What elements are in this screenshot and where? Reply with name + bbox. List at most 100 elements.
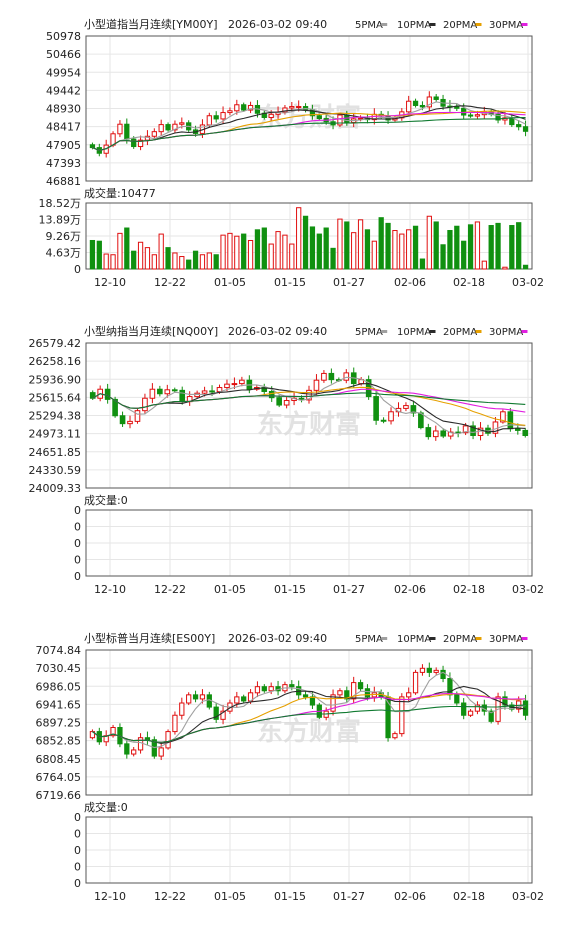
- candle-body: [507, 411, 514, 430]
- price-tick-label: 25294.38: [29, 410, 82, 423]
- candle-body: [144, 737, 151, 741]
- volume-tick-label: 4.63万: [46, 247, 82, 260]
- candle-body: [522, 126, 529, 132]
- ma5-line: [92, 376, 526, 435]
- legend-swatch: [381, 330, 388, 333]
- candle-body: [268, 113, 274, 119]
- volume-bar: [316, 233, 322, 270]
- candle-body: [268, 686, 274, 692]
- volume-bar: [110, 254, 116, 270]
- x-axis-label: 12-10: [94, 276, 126, 289]
- volume-bar: [289, 243, 295, 270]
- price-tick-label: 24973.11: [29, 428, 82, 441]
- volume-bar: [378, 217, 384, 270]
- volume-tick-label: 0: [74, 537, 81, 550]
- legend-label: 30PMA: [489, 20, 523, 31]
- candle-body: [179, 122, 185, 125]
- volume-bar: [509, 225, 515, 270]
- volume-bar: [516, 222, 522, 270]
- candle-body: [149, 388, 156, 399]
- candle-body: [254, 686, 261, 694]
- volume-bar: [357, 219, 364, 270]
- candle-body: [419, 104, 426, 108]
- volume-bar: [399, 233, 405, 270]
- watermark-text: 东方财富: [257, 716, 361, 747]
- candle-body: [137, 139, 144, 148]
- candle-body: [388, 411, 394, 422]
- legend-label: 5PMA: [355, 634, 383, 645]
- candle-body: [432, 430, 439, 438]
- candle-body: [440, 430, 447, 437]
- x-axis-label: 12-22: [154, 583, 186, 596]
- candle-body: [247, 104, 254, 111]
- candle-body: [474, 704, 481, 712]
- candle-body: [261, 686, 267, 692]
- volume-bar: [474, 221, 481, 270]
- candle-body: [119, 415, 126, 425]
- candle-body: [309, 696, 316, 706]
- chart-datetime: 2026-03-02 09:40: [228, 632, 327, 645]
- candle-body: [516, 124, 522, 128]
- volume-bar: [461, 240, 467, 270]
- legend-swatch: [429, 637, 436, 640]
- candle-body: [351, 682, 357, 700]
- price-tick-label: 24009.33: [29, 482, 82, 495]
- price-panel-frame: [85, 35, 533, 182]
- candle-body: [522, 700, 529, 716]
- candle-body: [426, 667, 432, 673]
- volume-tick-label: 13.89万: [39, 214, 82, 227]
- price-tick-label: 47905: [46, 139, 81, 152]
- candle-body: [179, 389, 186, 403]
- candle-body: [142, 397, 148, 412]
- legend-label: 10PMA: [397, 327, 431, 338]
- volume-bar: [96, 240, 102, 270]
- x-axis-label: 01-27: [333, 583, 365, 596]
- candle-body: [186, 694, 192, 704]
- volume-label: 成交量:10477: [84, 186, 156, 200]
- volume-bar: [192, 250, 199, 270]
- candle-body: [165, 124, 171, 131]
- price-tick-label: 48930: [46, 103, 81, 116]
- candle-body: [213, 706, 219, 720]
- volume-bar: [247, 239, 254, 270]
- price-tick-label: 24330.59: [29, 464, 82, 477]
- legend-label: 30PMA: [489, 634, 523, 645]
- candle-body: [399, 696, 405, 735]
- price-tick-label: 7030.45: [36, 662, 82, 675]
- volume-bar: [186, 259, 192, 270]
- candle-body: [328, 372, 335, 381]
- ma5-line: [92, 101, 526, 151]
- chart-title: 小型纳指当月连续[NQ00Y]: [84, 324, 218, 338]
- candle-body: [467, 710, 474, 716]
- price-tick-label: 6719.66: [36, 789, 82, 802]
- candle-body: [234, 104, 240, 112]
- candle-body: [112, 398, 118, 417]
- x-axis-label: 01-15: [274, 276, 306, 289]
- price-tick-label: 47393: [46, 157, 81, 170]
- candle-body: [337, 690, 343, 696]
- volume-bar: [302, 215, 309, 270]
- x-axis-label: 03-02: [512, 583, 544, 596]
- volume-tick-label: 0: [74, 570, 81, 583]
- candle-body: [364, 688, 371, 698]
- candle-body: [151, 131, 157, 137]
- candle-body: [124, 123, 130, 140]
- candle-body: [313, 379, 320, 391]
- volume-tick-label: 0: [74, 263, 81, 276]
- candle-body: [406, 692, 412, 698]
- volume-tick-label: 0: [74, 811, 81, 824]
- x-axis-label: 02-06: [394, 276, 426, 289]
- candle-body: [171, 389, 178, 392]
- x-axis-label: 02-18: [453, 276, 485, 289]
- volume-bar: [117, 232, 123, 270]
- candle-body: [172, 123, 178, 131]
- ma10-line: [92, 685, 526, 744]
- volume-bar: [296, 207, 302, 270]
- volume-bar: [199, 254, 206, 270]
- volume-label: 成交量:0: [84, 800, 128, 814]
- ma60-line: [92, 704, 526, 743]
- chart-title: 小型道指当月连续[YM00Y]: [84, 17, 218, 31]
- x-axis-label: 01-15: [274, 890, 306, 903]
